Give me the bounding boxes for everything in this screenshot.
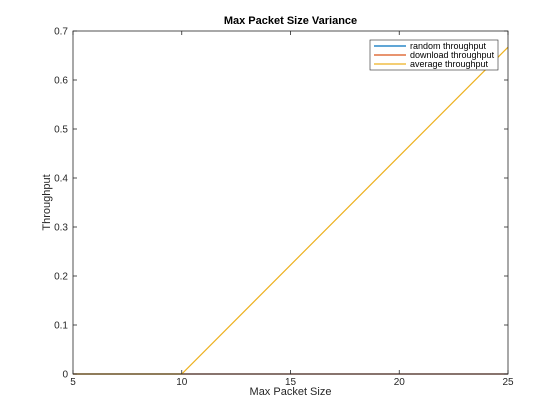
legend: random throughput download throughput av… [369,39,499,71]
y-tick-label-0: 0 [62,370,68,381]
legend-label-average-throughput: average throughput [410,59,489,69]
legend-label-download-throughput: download throughput [410,50,495,60]
chart-title: Max Packet Size Variance [224,15,357,27]
y-tick-label-7: 0.7 [54,27,68,38]
y-tick-label-6: 0.6 [54,76,68,87]
y-tick-label-1: 0.1 [54,321,68,332]
y-tick-label-2: 0.2 [54,272,68,283]
x-tick-label-0: 5 [70,377,76,388]
y-tick-label-4: 0.4 [54,174,68,185]
x-tick-label-1: 10 [176,377,188,388]
x-tick-label-2: 15 [285,377,297,388]
x-axis-label: Max Packet Size [250,386,332,398]
x-tick-label-3: 20 [394,377,406,388]
legend-label-random-throughput: random throughput [410,41,487,51]
y-tick-label-5: 0.5 [54,125,68,136]
y-axis-label: Throughput [41,174,53,230]
x-tick-label-4: 25 [502,377,514,388]
plot-area [73,31,508,374]
y-tick-label-3: 0.3 [54,223,68,234]
tick-layer: 5 10 15 20 25 0 0.1 0.2 0.3 0.4 0.5 0.6 0.7 [54,27,514,389]
